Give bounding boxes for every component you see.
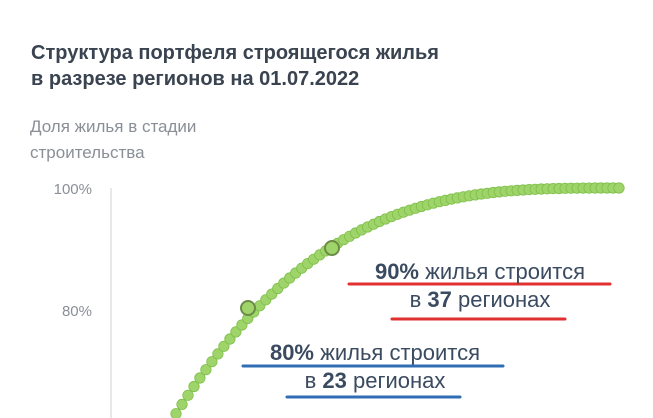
- data-point: [613, 182, 625, 194]
- highlight-point: [324, 240, 340, 256]
- annotation-90-prefix: в: [409, 287, 428, 312]
- annotation-80-text: жилья строится: [314, 340, 481, 365]
- annotation-80-line-2: в 23 регионах: [240, 367, 510, 395]
- annotation-90-pct: 90%: [374, 259, 419, 284]
- data-point: [170, 408, 182, 418]
- data-point: [212, 348, 224, 360]
- annotation-90-suffix: регионах: [451, 287, 551, 312]
- chart-title-line-1: Структура портфеля строящегося жилья: [31, 42, 439, 64]
- data-point: [188, 380, 200, 393]
- annotation-90-count: 37: [427, 287, 452, 312]
- data-point: [206, 356, 218, 368]
- y-axis-label-line-2: строительства: [30, 143, 145, 162]
- data-point: [218, 340, 230, 352]
- y-axis-label-line-1: Доля жилья в стадии: [30, 117, 197, 136]
- annotation-90-line-2: в 37 регионах: [345, 286, 615, 314]
- highlight-point: [240, 300, 256, 316]
- annotation-80-prefix: в: [304, 368, 323, 393]
- annotation-underlines: [241, 282, 612, 399]
- annotation-90-text: жилья строится: [419, 259, 586, 284]
- annotation-90-line-1: 90% жилья строится: [345, 258, 615, 286]
- data-point: [182, 389, 194, 401]
- data-points: [170, 182, 625, 418]
- y-tick-label: 80%: [62, 303, 92, 320]
- data-point: [194, 372, 206, 384]
- annotation-80-line-1: 80% жилья строится: [240, 339, 510, 367]
- chart-title: Структура портфеля строящегося жилья в р…: [31, 40, 631, 92]
- annotation-80-suffix: регионах: [346, 368, 446, 393]
- chart-title-line-2: в разрезе регионов на 01.07.2022: [31, 68, 360, 90]
- data-point: [200, 364, 212, 376]
- y-tick-label: 100%: [54, 181, 92, 198]
- y-axis-label: Доля жилья в стадии строительства: [30, 114, 290, 166]
- data-point: [224, 333, 236, 345]
- annotation-80-count: 23: [322, 368, 347, 393]
- annotation-80-pct: 80%: [269, 340, 314, 365]
- data-point: [176, 398, 188, 410]
- annotation-90: 90% жилья строится в 37 регионах: [345, 258, 615, 314]
- annotation-80: 80% жилья строится в 23 регионах: [240, 339, 510, 395]
